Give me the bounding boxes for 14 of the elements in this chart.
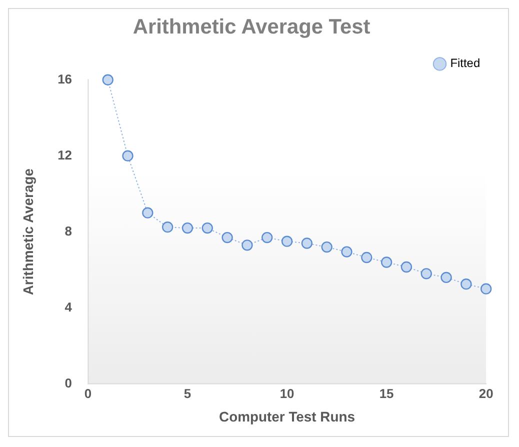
x-tick-label: 0 — [84, 386, 92, 402]
chart-title: Arithmetic Average Test — [132, 15, 370, 38]
y-axis-title: Arithmetic Average — [20, 168, 36, 296]
x-tick-label: 15 — [379, 386, 394, 402]
y-tick-label: 12 — [58, 147, 72, 162]
y-tick-label: 0 — [64, 375, 72, 390]
x-tick-label: 20 — [478, 386, 494, 402]
legend-label: Fitted — [450, 56, 480, 70]
x-tick-label: 10 — [280, 386, 294, 402]
x-tick-label: 5 — [184, 386, 192, 402]
y-tick-label: 4 — [64, 299, 73, 314]
y-tick-label: 8 — [64, 223, 72, 238]
x-axis-title: Computer Test Runs — [219, 408, 356, 425]
y-tick-label: 16 — [58, 71, 72, 86]
